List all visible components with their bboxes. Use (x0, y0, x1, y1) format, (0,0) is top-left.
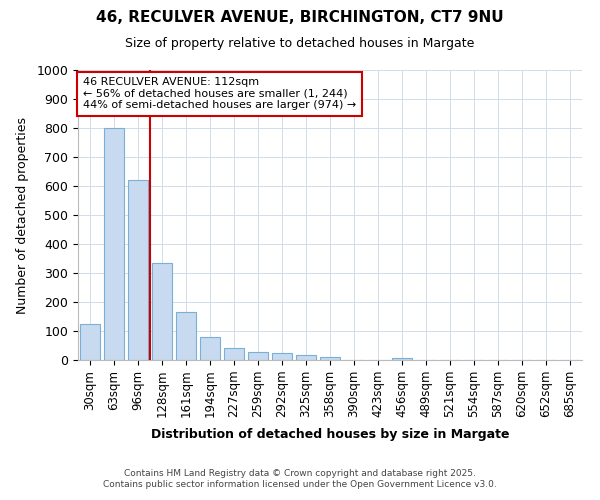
Text: Size of property relative to detached houses in Margate: Size of property relative to detached ho… (125, 37, 475, 50)
Bar (224, 348, 244, 360)
Bar (80, 324, 100, 360)
Text: Contains public sector information licensed under the Open Government Licence v3: Contains public sector information licen… (103, 480, 497, 489)
Bar (104, 128, 124, 360)
Bar (176, 312, 196, 360)
Text: 46, RECULVER AVENUE, BIRCHINGTON, CT7 9NU: 46, RECULVER AVENUE, BIRCHINGTON, CT7 9N… (96, 10, 504, 25)
Text: Contains HM Land Registry data © Crown copyright and database right 2025.: Contains HM Land Registry data © Crown c… (124, 468, 476, 477)
Bar (248, 352, 268, 360)
Text: 46 RECULVER AVENUE: 112sqm
← 56% of detached houses are smaller (1, 244)
44% of : 46 RECULVER AVENUE: 112sqm ← 56% of deta… (83, 77, 356, 110)
X-axis label: Distribution of detached houses by size in Margate: Distribution of detached houses by size … (151, 428, 509, 442)
Bar (128, 180, 148, 360)
Bar (392, 358, 412, 360)
Bar (152, 263, 172, 360)
Bar (320, 356, 340, 360)
Y-axis label: Number of detached properties: Number of detached properties (16, 116, 29, 314)
Bar (296, 355, 316, 360)
Bar (272, 353, 292, 360)
Bar (200, 337, 220, 360)
